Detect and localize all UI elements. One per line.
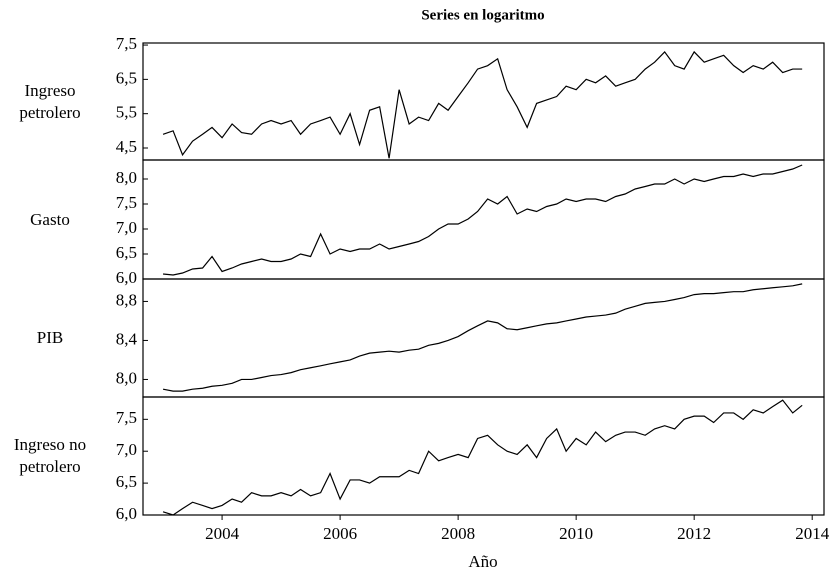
series-line xyxy=(162,50,803,159)
panel-frame xyxy=(142,159,825,280)
y-tick-label: 7,0 xyxy=(116,440,137,459)
y-tick-label: 7,5 xyxy=(116,193,137,212)
y-tick-label: 8,0 xyxy=(116,168,137,187)
y-tick-label: 7,5 xyxy=(116,34,137,53)
series-line xyxy=(162,399,803,516)
y-tick-label: 7,5 xyxy=(116,408,137,427)
chart-title: Series en logaritmo xyxy=(421,7,544,23)
panel-frame xyxy=(142,396,825,516)
y-tick-label: 6,0 xyxy=(116,268,137,287)
x-tick-label: 2010 xyxy=(559,524,593,543)
panel-frame xyxy=(142,42,825,161)
panel-label: Ingreso no petrolero xyxy=(13,435,87,476)
x-tick-label: 2008 xyxy=(441,524,475,543)
y-tick-label: 8,8 xyxy=(116,290,137,309)
panel-label: Ingreso petrolero xyxy=(19,80,81,122)
y-tick-label: 6,5 xyxy=(116,472,137,491)
y-tick-label: 6,0 xyxy=(116,504,137,523)
y-tick-label: 5,5 xyxy=(116,103,137,122)
y-tick-label: 8,0 xyxy=(116,368,137,387)
y-tick-label: 6,5 xyxy=(116,243,137,262)
y-tick-label: 8,4 xyxy=(116,329,138,348)
panel-label: Gasto xyxy=(30,209,70,229)
y-tick-label: 4,5 xyxy=(116,137,137,156)
x-tick-label: 2014 xyxy=(795,524,830,543)
y-tick-label: 6,5 xyxy=(116,68,137,87)
x-tick-label: 2004 xyxy=(205,524,240,543)
y-tick-label: 7,0 xyxy=(116,218,137,237)
series-line xyxy=(162,283,803,392)
panel-label: PIB xyxy=(36,328,64,347)
series-line xyxy=(163,164,803,276)
x-axis-label: Año xyxy=(468,552,497,571)
x-tick-label: 2012 xyxy=(677,524,711,543)
x-tick-label: 2006 xyxy=(323,524,357,543)
